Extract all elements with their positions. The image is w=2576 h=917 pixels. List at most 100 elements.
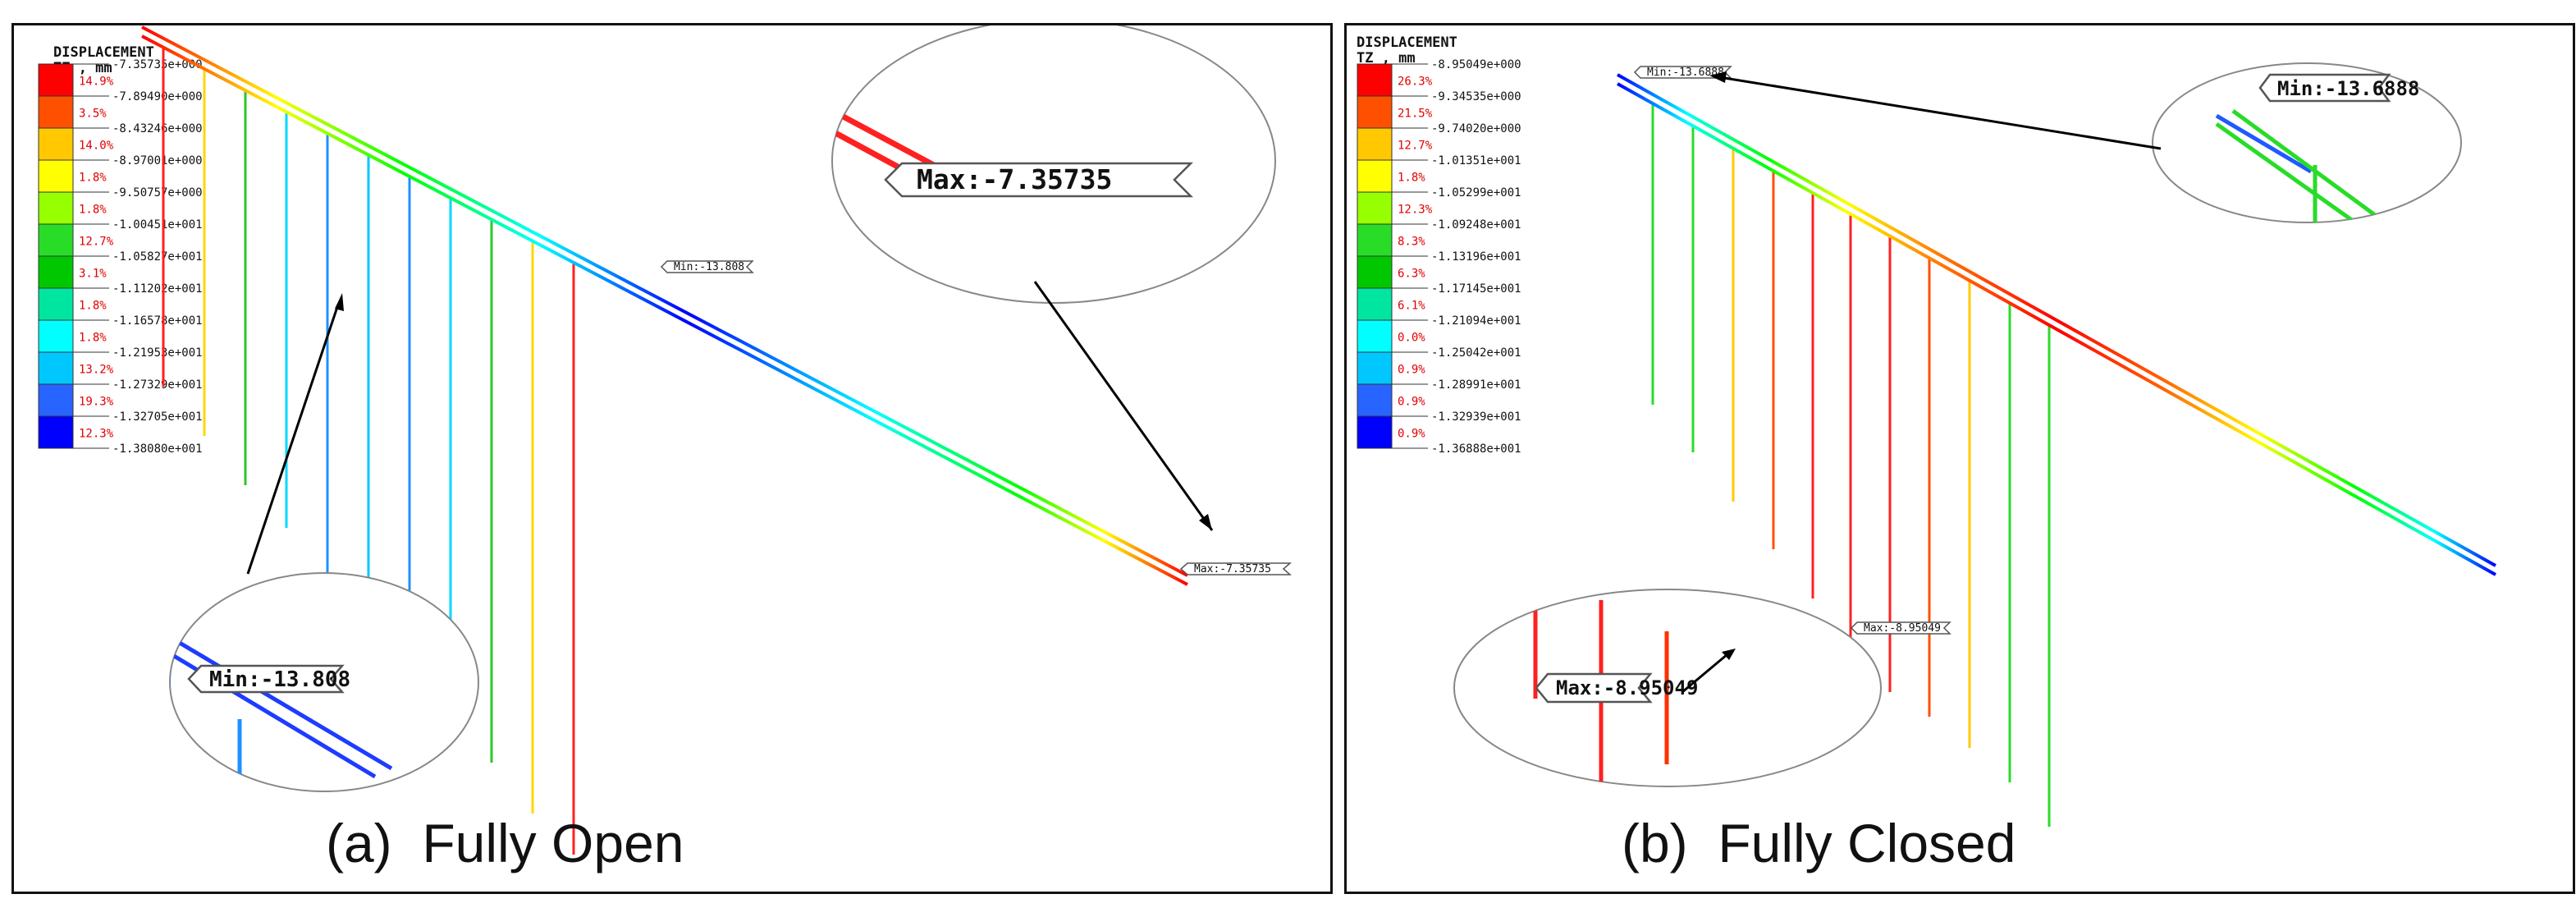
min-tag: Min:-13.808 bbox=[660, 260, 754, 273]
panel-fully-closed: DISPLACEMENT TZ , mm 26.3% 21.5% 12.7% 1.8% 1… bbox=[1344, 23, 2575, 894]
legend-percent: 14.9% bbox=[79, 76, 114, 89]
legend-band bbox=[38, 223, 74, 257]
legend-band bbox=[1357, 95, 1393, 129]
arrow-to-max bbox=[1681, 653, 1728, 694]
min-tag-label: Min:-13.808 bbox=[674, 261, 744, 273]
legend-tick-label: -1.28991e+001 bbox=[1431, 378, 1521, 392]
hanger-rods bbox=[162, 48, 575, 855]
legend-percent: 1.8% bbox=[79, 204, 107, 217]
legend-percent: 19.3% bbox=[79, 396, 114, 409]
legend-tick-label: -7.89490e+000 bbox=[112, 90, 203, 103]
legend-band bbox=[1357, 415, 1393, 449]
legend-band bbox=[38, 95, 74, 129]
legend-band bbox=[1357, 159, 1393, 193]
fully-closed-diagram: 26.3% 21.5% 12.7% 1.8% 12.3% 8.3% 6.3% 6.1% 0.0%… bbox=[1357, 58, 2496, 827]
legend-tick-label: -1.27329e+001 bbox=[112, 378, 203, 392]
legend-percent: 12.3% bbox=[1398, 204, 1433, 217]
caption: (a) Fully Open bbox=[326, 813, 684, 873]
legend-title: DISPLACEMENT TZ , mm bbox=[1357, 34, 1457, 66]
legend-band bbox=[38, 415, 74, 449]
legend-tick-label: -1.01351e+001 bbox=[1431, 154, 1521, 167]
legend-tick-label: -9.50757e+000 bbox=[112, 186, 203, 199]
legend-tick-label: -1.32939e+001 bbox=[1431, 410, 1521, 424]
arrow-to-min bbox=[246, 304, 340, 575]
max-tag-label: Max:-8.95049 bbox=[1864, 622, 1941, 635]
legend-tick-label: -1.05299e+001 bbox=[1431, 186, 1521, 199]
legend-band bbox=[1357, 255, 1393, 289]
legend-percent: 3.1% bbox=[79, 268, 107, 281]
legend-tick-label: -1.17145e+001 bbox=[1431, 282, 1521, 296]
legend-percent: 1.8% bbox=[79, 172, 107, 185]
legend-percent: 1.8% bbox=[79, 332, 107, 345]
legend-percent: 8.3% bbox=[1398, 236, 1425, 249]
legend-tick-label: -9.34535e+000 bbox=[1431, 90, 1521, 103]
legend-tick-label: -1.13196e+001 bbox=[1431, 250, 1521, 264]
legend-tick-label: -1.16578e+001 bbox=[112, 314, 203, 328]
legend-band bbox=[1357, 383, 1393, 417]
zoom-max-label: Max:-8.95049 bbox=[1556, 676, 1698, 699]
caption: (b) Fully Closed bbox=[1622, 813, 2016, 873]
min-tag: Min:-13.6888 bbox=[1633, 66, 1732, 79]
legend-percent: 0.9% bbox=[1398, 364, 1425, 377]
legend-tick-label: -1.32705e+001 bbox=[112, 410, 203, 424]
legend-percent: 0.0% bbox=[1398, 332, 1425, 345]
legend-percent: 14.0% bbox=[79, 140, 114, 153]
zoom-bubble-min: Min:-13.6888 bbox=[2152, 62, 2462, 223]
legend-tick-label: -1.11202e+001 bbox=[112, 282, 203, 296]
legend-tick-label: -1.38080e+001 bbox=[112, 442, 203, 456]
legend-tick-label: -1.09248e+001 bbox=[1431, 218, 1521, 232]
legend-band bbox=[38, 159, 74, 193]
legend-tick-label: -8.97001e+000 bbox=[112, 154, 203, 167]
max-tag-label: Max:-7.35735 bbox=[1194, 563, 1271, 575]
legend-band bbox=[38, 287, 74, 321]
zoom-min-label: Min:-13.808 bbox=[209, 667, 350, 692]
legend-tick-label: -1.21094e+001 bbox=[1431, 314, 1521, 328]
legend-percent: 12.3% bbox=[79, 428, 114, 441]
legend-tick-label: -8.43246e+000 bbox=[112, 122, 203, 135]
legend-band bbox=[38, 63, 74, 97]
legend-percent: 1.8% bbox=[1398, 172, 1425, 185]
zoom-bubble-min: Min:-13.808 bbox=[169, 572, 479, 792]
legend-percent: 0.9% bbox=[1398, 428, 1425, 441]
legend-color-bar: 14.9% 3.5% 14.0% 1.8% 1.8% 12.7% 3.1% 1.8% 1.8% 1… bbox=[38, 58, 203, 456]
legend-band bbox=[38, 255, 74, 289]
legend-band bbox=[38, 383, 74, 417]
legend-tick-label: -1.36888e+001 bbox=[1431, 442, 1521, 456]
legend-tick-label: -1.21953e+001 bbox=[112, 346, 203, 360]
legend-percent: 13.2% bbox=[79, 364, 114, 377]
min-tag-label: Min:-13.6888 bbox=[1647, 66, 1724, 79]
legend-percent: 12.7% bbox=[79, 236, 114, 249]
legend-band bbox=[1357, 319, 1393, 353]
legend-tick-label: -1.05827e+001 bbox=[112, 250, 203, 264]
legend-percent: 26.3% bbox=[1398, 76, 1433, 89]
legend-band bbox=[1357, 287, 1393, 321]
arrow-to-min bbox=[1714, 75, 2162, 150]
zoom-min-label: Min:-13.6888 bbox=[2277, 77, 2419, 100]
legend-band bbox=[1357, 191, 1393, 225]
legend-band bbox=[38, 127, 74, 161]
legend-tick-label: -1.00451e+001 bbox=[112, 218, 203, 232]
main-beam bbox=[141, 25, 1188, 586]
legend-band bbox=[1357, 351, 1393, 385]
legend-band bbox=[1357, 63, 1393, 97]
legend-tick-label: -1.25042e+001 bbox=[1431, 346, 1521, 360]
max-tag: Max:-8.95049 bbox=[1850, 621, 1951, 635]
main-beam bbox=[1617, 73, 2496, 576]
legend-tick-label: -8.95049e+000 bbox=[1431, 58, 1521, 71]
fully-open-diagram: 14.9% 3.5% 14.0% 1.8% 1.8% 12.7% 3.1% 1.8% 1.8% 1… bbox=[38, 25, 1292, 855]
hanger-rods bbox=[1651, 104, 2051, 827]
arrow-to-max bbox=[1033, 281, 1214, 531]
legend-percent: 1.8% bbox=[79, 300, 107, 313]
legend-color-bar: 26.3% 21.5% 12.7% 1.8% 12.3% 8.3% 6.3% 6.1% 0.0%… bbox=[1357, 58, 1521, 456]
legend-percent: 0.9% bbox=[1398, 396, 1425, 409]
legend-band bbox=[38, 191, 74, 225]
legend-band bbox=[1357, 127, 1393, 161]
legend-band bbox=[1357, 223, 1393, 257]
zoom-bubble-max: Max:-7.35735 bbox=[831, 25, 1276, 304]
legend-band bbox=[38, 319, 74, 353]
panel-fully-open: DISPLACEMENT TZ , mm 14.9% 3.5% 14.0% 1.8% 1.… bbox=[11, 23, 1333, 894]
legend-percent: 6.1% bbox=[1398, 300, 1425, 313]
max-tag: Max:-7.35735 bbox=[1179, 562, 1292, 575]
legend-percent: 6.3% bbox=[1398, 268, 1425, 281]
zoom-max-label: Max:-7.35735 bbox=[917, 163, 1112, 195]
